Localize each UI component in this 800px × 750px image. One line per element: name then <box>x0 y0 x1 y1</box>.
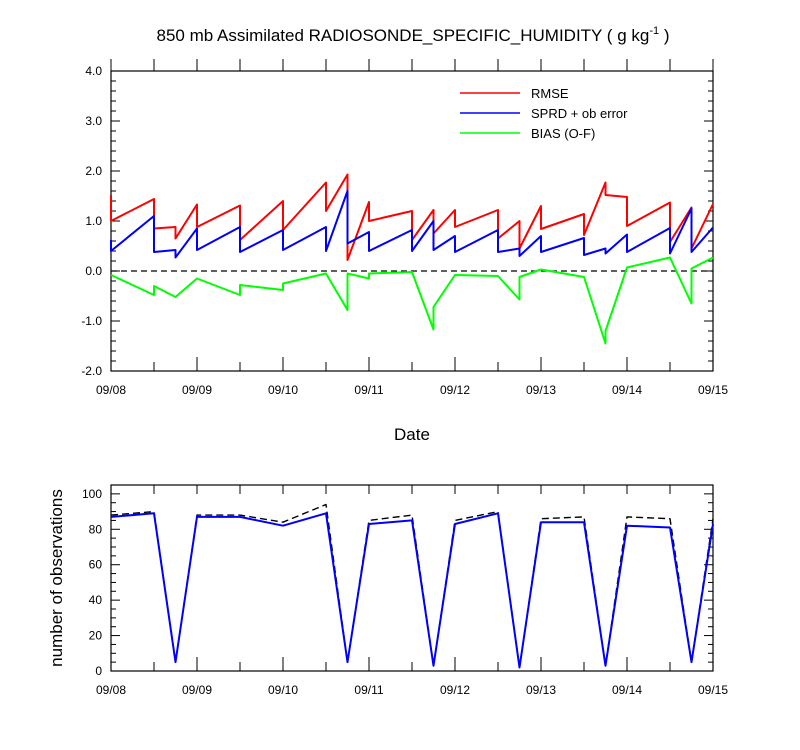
x-tick-label: 09/13 <box>526 683 556 697</box>
legend: RMSE SPRD + ob error BIAS (O-F) <box>460 86 628 141</box>
y-tick-label: 0.0 <box>85 264 102 278</box>
x-tick-label: 09/11 <box>354 383 383 397</box>
top-panel: 850 mb Assimilated RADIOSONDE_SPECIFIC_H… <box>81 25 728 444</box>
top-x-ticks: 09/08 09/09 09/10 09/11 09/12 09/13 09/14 09/15 <box>96 59 728 397</box>
y-axis-label-observations: number of observations <box>47 489 66 667</box>
x-tick-label: 09/09 <box>182 383 212 397</box>
series-line-rmse <box>110 173 714 261</box>
y-tick-label: 1.0 <box>85 214 102 228</box>
x-tick-label: 09/08 <box>96 683 126 697</box>
x-tick-label: 09/10 <box>268 383 298 397</box>
x-axis-label: Date <box>394 425 430 444</box>
y-tick-label: 80 <box>89 522 103 536</box>
y-tick-label: 2.0 <box>85 164 102 178</box>
x-tick-label: 09/11 <box>354 683 383 697</box>
chart-title: 850 mb Assimilated RADIOSONDE_SPECIFIC_H… <box>157 25 670 45</box>
x-tick-label: 09/10 <box>268 683 298 697</box>
y-tick-label: 60 <box>89 558 103 572</box>
top-series <box>110 173 714 345</box>
legend-label-bias: BIAS (O-F) <box>531 126 595 141</box>
x-tick-label: 09/12 <box>440 383 470 397</box>
x-tick-label: 09/15 <box>698 683 728 697</box>
x-tick-label: 09/14 <box>612 683 642 697</box>
bottom-x-ticks: 09/08 09/09 09/10 09/11 09/12 09/13 09/14 09/15 <box>96 485 728 697</box>
y-tick-label: -2.0 <box>81 364 102 378</box>
y-tick-label: 100 <box>82 487 102 501</box>
x-tick-label: 09/15 <box>698 383 728 397</box>
bottom-plot-frame <box>110 484 714 672</box>
series-line-sprd-ob-error <box>110 190 714 259</box>
y-tick-label: 3.0 <box>85 114 102 128</box>
series-line-bias-o-f <box>110 256 714 345</box>
y-tick-label: -1.0 <box>81 314 102 328</box>
y-tick-label: 40 <box>89 593 103 607</box>
legend-label-rmse: RMSE <box>531 86 569 101</box>
x-tick-label: 09/12 <box>440 683 470 697</box>
y-tick-label: 20 <box>89 629 103 643</box>
x-tick-label: 09/09 <box>182 683 212 697</box>
bottom-y-ticks: 0 20 40 60 80 100 <box>82 487 713 678</box>
x-tick-label: 09/14 <box>612 383 642 397</box>
y-tick-label: 0 <box>95 664 102 678</box>
y-tick-label: 4.0 <box>85 64 102 78</box>
series-line-observations-possible <box>110 503 714 669</box>
x-tick-label: 09/08 <box>96 383 126 397</box>
bottom-series <box>110 503 714 669</box>
x-tick-label: 09/13 <box>526 383 556 397</box>
series-line-observations-used <box>110 512 714 669</box>
legend-label-sprd: SPRD + ob error <box>531 106 628 121</box>
